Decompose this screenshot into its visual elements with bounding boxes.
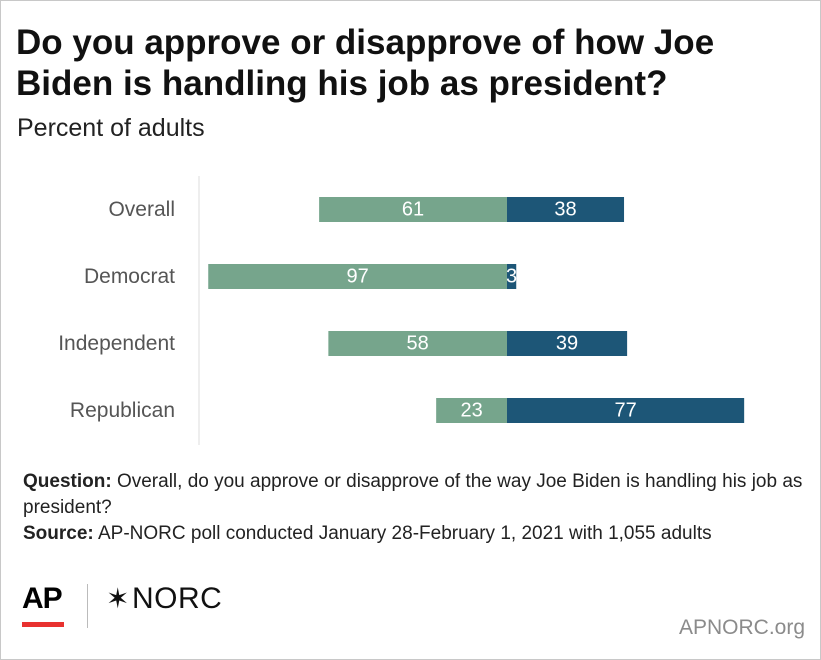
- category-label: Independent: [58, 332, 175, 355]
- disapprove-value-label: 39: [556, 333, 578, 355]
- approve-bar: [319, 197, 507, 222]
- question-note: Question: Overall, do you approve or dis…: [23, 469, 803, 521]
- approve-value-label: 61: [402, 199, 424, 221]
- question-label: Question:: [23, 471, 112, 492]
- footnote: Question: Overall, do you approve or dis…: [23, 469, 803, 547]
- category-label: Overall: [108, 198, 175, 221]
- source-text: AP-NORC poll conducted January 28-Februa…: [93, 523, 712, 544]
- approve-bar: [436, 398, 507, 423]
- chart-subtitle: Percent of adults: [17, 114, 205, 142]
- disapprove-value-label: 38: [554, 199, 576, 221]
- approve-bar: [328, 331, 507, 356]
- ap-logo-underline: [22, 622, 64, 627]
- question-text: Overall, do you approve or disapprove of…: [23, 471, 803, 518]
- disapprove-bar: [507, 264, 517, 289]
- bar-chart: Overall 61 38 Democrat 97 3 Independent 58 39 Rep…: [58, 176, 745, 445]
- approve-value-label: 58: [407, 333, 429, 355]
- category-label: Republican: [70, 399, 175, 422]
- disapprove-bar: [507, 197, 625, 222]
- approve-bar: [208, 264, 508, 289]
- source-label: Source:: [23, 523, 94, 544]
- category-label: Democrat: [84, 265, 175, 288]
- disapprove-value-label: 77: [614, 400, 636, 422]
- norc-logo: ✶NORC: [106, 582, 222, 616]
- disapprove-value-label: 3: [506, 266, 517, 288]
- approve-value-label: 23: [460, 400, 482, 422]
- source-note: Source: AP-NORC poll conducted January 2…: [23, 521, 803, 547]
- approve-value-label: 97: [346, 266, 368, 288]
- logo-divider: [87, 584, 88, 628]
- disapprove-bar: [507, 331, 628, 356]
- norc-logo-text: NORC: [131, 582, 223, 615]
- chart-title: Do you approve or disapprove of how Joe …: [16, 23, 715, 103]
- norc-star-icon: ✶: [106, 583, 130, 614]
- ap-logo: AP: [22, 582, 63, 615]
- site-url: APNORC.org: [678, 616, 805, 639]
- disapprove-bar: [507, 398, 745, 423]
